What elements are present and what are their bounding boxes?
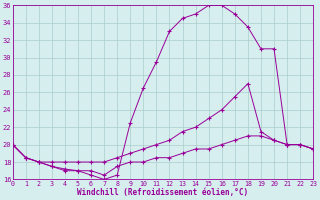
X-axis label: Windchill (Refroidissement éolien,°C): Windchill (Refroidissement éolien,°C)	[77, 188, 249, 197]
